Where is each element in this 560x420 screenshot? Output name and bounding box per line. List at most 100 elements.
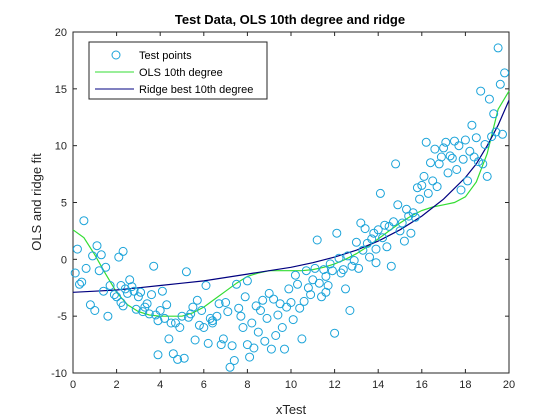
test-point — [247, 318, 257, 328]
test-point — [356, 218, 366, 228]
y-tick-label: 15 — [55, 84, 67, 96]
test-point — [389, 217, 398, 227]
test-point — [232, 279, 241, 289]
test-point — [208, 318, 217, 328]
test-point — [288, 315, 298, 325]
test-point — [190, 335, 200, 345]
test-point — [269, 294, 279, 304]
test-point — [277, 323, 287, 332]
test-point — [299, 296, 309, 306]
test-point — [341, 284, 350, 294]
test-point — [262, 313, 272, 323]
test-point — [221, 298, 231, 307]
x-tick-label: 20 — [503, 379, 515, 391]
x-tick-label: 2 — [114, 379, 120, 391]
test-point — [147, 290, 156, 300]
test-point — [430, 144, 440, 154]
test-point — [325, 259, 335, 269]
test-point — [199, 323, 209, 332]
test-point — [229, 356, 239, 365]
ridge-line — [72, 99, 510, 293]
test-point — [240, 292, 250, 302]
test-point — [415, 194, 425, 204]
test-point — [271, 331, 281, 340]
test-point — [227, 341, 237, 351]
test-point — [349, 256, 359, 265]
test-point — [164, 334, 174, 344]
test-point — [216, 340, 226, 350]
test-point — [410, 212, 420, 222]
test-point — [378, 233, 388, 243]
test-point — [245, 352, 255, 362]
test-point — [367, 234, 377, 244]
test-point — [72, 244, 82, 254]
test-point — [408, 208, 418, 218]
test-point — [386, 261, 396, 271]
legend-label-test-points: Test points — [139, 50, 192, 62]
legend: Test points OLS 10th degree Ridge best 1… — [88, 41, 268, 100]
test-point — [447, 153, 457, 163]
y-tick-label: 20 — [55, 27, 67, 39]
test-point — [452, 165, 462, 174]
test-point — [166, 318, 176, 328]
test-point — [201, 281, 211, 290]
x-tick-label: 16 — [416, 379, 428, 391]
test-point — [123, 288, 132, 298]
x-tick-label: 4 — [157, 379, 163, 391]
test-point — [474, 157, 483, 167]
y-tick-label: -10 — [51, 368, 67, 380]
test-point — [321, 287, 331, 297]
test-point — [118, 301, 128, 311]
test-point — [153, 316, 163, 326]
test-point — [310, 263, 320, 273]
test-point — [212, 311, 222, 321]
test-point — [79, 216, 89, 226]
test-point — [406, 228, 416, 238]
test-point — [330, 328, 340, 338]
test-point — [393, 200, 403, 210]
test-point — [489, 109, 499, 119]
test-point — [234, 303, 244, 313]
test-point — [138, 307, 148, 317]
test-point — [129, 286, 139, 296]
test-point — [103, 311, 113, 321]
test-point — [225, 362, 235, 372]
test-point — [286, 298, 296, 307]
test-point — [101, 262, 111, 272]
test-point — [236, 311, 246, 321]
test-point — [214, 299, 224, 309]
test-point — [426, 158, 435, 168]
test-point — [162, 300, 172, 310]
test-point — [70, 268, 80, 278]
test-point — [399, 236, 409, 246]
test-point — [105, 281, 115, 290]
test-point — [125, 275, 135, 285]
test-point — [96, 250, 106, 260]
test-point — [258, 295, 268, 305]
test-point — [423, 188, 433, 198]
test-point — [500, 68, 510, 78]
test-point — [303, 283, 313, 293]
x-tick-label: 8 — [244, 379, 250, 391]
test-point — [338, 265, 348, 275]
test-point — [205, 313, 215, 323]
test-point — [358, 245, 368, 255]
test-point — [131, 304, 141, 314]
test-point — [188, 302, 198, 312]
test-point — [495, 79, 505, 89]
test-point — [323, 281, 333, 290]
test-point — [439, 143, 449, 153]
test-point — [391, 159, 401, 169]
chart-title: Test Data, OLS 10th degree and ridge — [175, 12, 405, 27]
test-point — [273, 310, 283, 320]
test-point — [136, 287, 146, 297]
x-tick-label: 18 — [459, 379, 471, 391]
test-point — [382, 242, 392, 252]
y-axis: -10 -5 0 5 10 15 20 — [51, 27, 509, 380]
x-tick-label: 0 — [70, 379, 76, 391]
test-point — [197, 306, 207, 315]
test-point — [149, 261, 159, 271]
test-point — [332, 228, 342, 238]
test-point — [118, 246, 128, 256]
test-point — [458, 154, 468, 164]
